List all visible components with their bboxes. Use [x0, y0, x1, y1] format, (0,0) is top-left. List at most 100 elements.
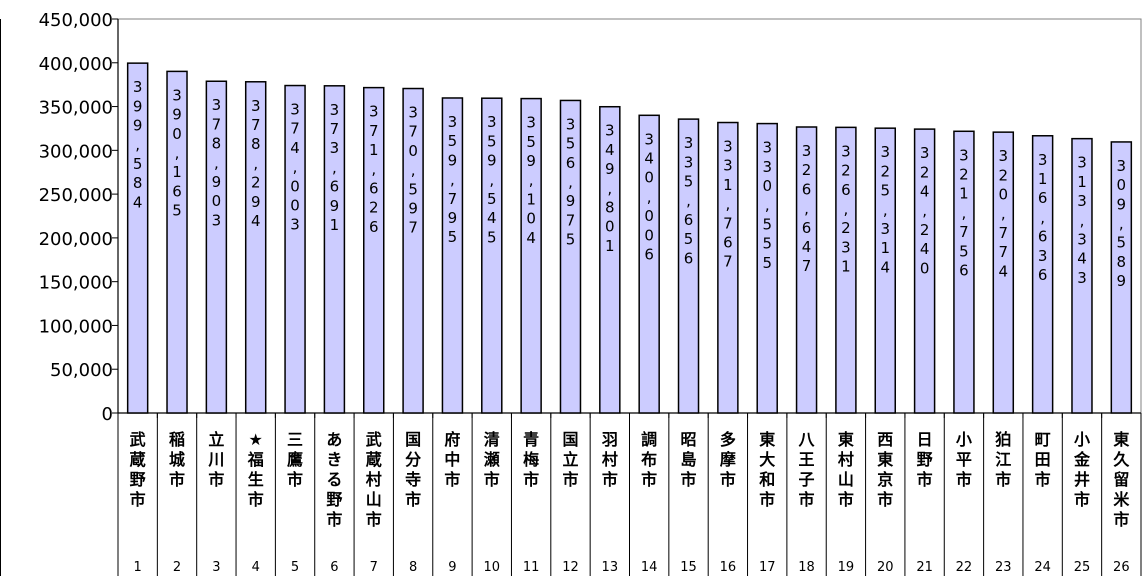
rank-label: 1 — [134, 560, 142, 575]
y-tick-label: 0 — [102, 404, 113, 425]
rank-label: 13 — [602, 560, 619, 575]
bar — [402, 87, 424, 414]
bar — [1031, 135, 1054, 414]
rank-label: 2 — [173, 560, 181, 575]
rank-label: 19 — [838, 560, 855, 575]
category-label: 日野市 — [917, 430, 933, 489]
y-tick-label: 400,000 — [39, 54, 113, 75]
category-label: 西東京市 — [877, 430, 893, 509]
value-labels: 3 9 9, 5 8 4 3 9 0, 1 6 5 3 7 8, 9 0 3 3 7 8, 2 9 4 3 7 4, 0 0 3 3 7 3, 6… — [133, 78, 1126, 290]
rank-label: 5 — [291, 560, 299, 575]
category-label: 青梅市 — [523, 430, 539, 489]
bar — [244, 81, 267, 414]
y-tick-label: 100,000 — [39, 316, 113, 337]
category-labels: 武蔵野市 稲城市 立川市 ★福生市 三鷹市 あきる野市 武蔵村山市 国分寺市 府中市 清瀬市 青梅市… — [130, 430, 1131, 529]
rank-label: 9 — [448, 560, 456, 575]
category-label: 武蔵野市 — [130, 430, 146, 509]
bar — [126, 62, 149, 414]
y-tick-label: 250,000 — [39, 185, 113, 206]
category-label: 町田市 — [1035, 430, 1051, 489]
rank-label: 17 — [759, 560, 776, 575]
bar — [717, 121, 739, 414]
y-axis-ticks: 0 50,000 100,000 150,000 200,000 250,000 300,0… — [39, 10, 118, 425]
bar — [756, 122, 778, 414]
rank-label: 26 — [1113, 560, 1130, 575]
category-label: 国立市 — [562, 430, 578, 489]
bar — [284, 84, 306, 414]
category-label: 昭島市 — [681, 430, 697, 489]
y-tick-label: 50,000 — [50, 360, 113, 381]
rank-label: 3 — [212, 560, 220, 575]
rank-label: 12 — [562, 560, 579, 575]
category-label: 立川市 — [207, 430, 224, 489]
y-tick-label: 150,000 — [39, 273, 113, 294]
category-label: 調布市 — [641, 430, 657, 489]
rank-label: 23 — [995, 560, 1012, 575]
category-label: ★福生市 — [247, 430, 264, 509]
rank-label: 6 — [330, 560, 338, 575]
category-label: 三鷹市 — [287, 430, 303, 489]
bar — [874, 127, 896, 414]
y-tick-label: 200,000 — [39, 229, 113, 250]
y-tick-label: 350,000 — [39, 98, 113, 119]
bar — [481, 97, 503, 414]
category-label: 清瀬市 — [484, 430, 500, 489]
category-label: 武蔵村山市 — [366, 430, 382, 529]
rank-label: 20 — [877, 560, 894, 575]
rank-label: 24 — [1034, 560, 1051, 575]
bar — [1071, 137, 1093, 414]
category-label: 東大和市 — [759, 430, 775, 509]
rank-label: 25 — [1074, 560, 1091, 575]
rank-labels: 1 2 3 4 5 6 7 8 9 10 11 12 13 14 15 16 17 18 19 20 21 22 23 24 2… — [134, 560, 1130, 575]
bar-series — [126, 62, 1133, 414]
category-label: 羽村市 — [602, 430, 618, 489]
bar — [638, 114, 660, 414]
category-label: 東久留米市 — [1113, 430, 1130, 529]
category-label: 狛江市 — [994, 430, 1011, 489]
rank-label: 8 — [409, 560, 417, 575]
y-tick-label: 450,000 — [39, 10, 113, 31]
category-label: 八王子市 — [798, 430, 816, 509]
bar — [205, 80, 228, 414]
bar — [363, 86, 385, 414]
rank-label: 7 — [370, 560, 378, 575]
bar — [835, 126, 857, 414]
category-label: 小金井市 — [1073, 430, 1091, 509]
y-tick-label: 300,000 — [39, 141, 113, 162]
category-label: あきる野市 — [326, 430, 342, 529]
rank-label: 4 — [252, 560, 260, 575]
rank-label: 14 — [641, 560, 658, 575]
bar — [913, 128, 936, 414]
category-label: 府中市 — [444, 430, 460, 489]
bar — [323, 85, 346, 414]
category-label: 東村山市 — [838, 430, 854, 509]
category-label: 国分寺市 — [405, 430, 421, 509]
bar — [166, 70, 188, 414]
bar — [677, 118, 700, 414]
rank-label: 10 — [484, 560, 501, 575]
category-label: 小平市 — [956, 430, 972, 489]
category-label: 稲城市 — [169, 430, 185, 489]
rank-label: 21 — [916, 560, 933, 575]
